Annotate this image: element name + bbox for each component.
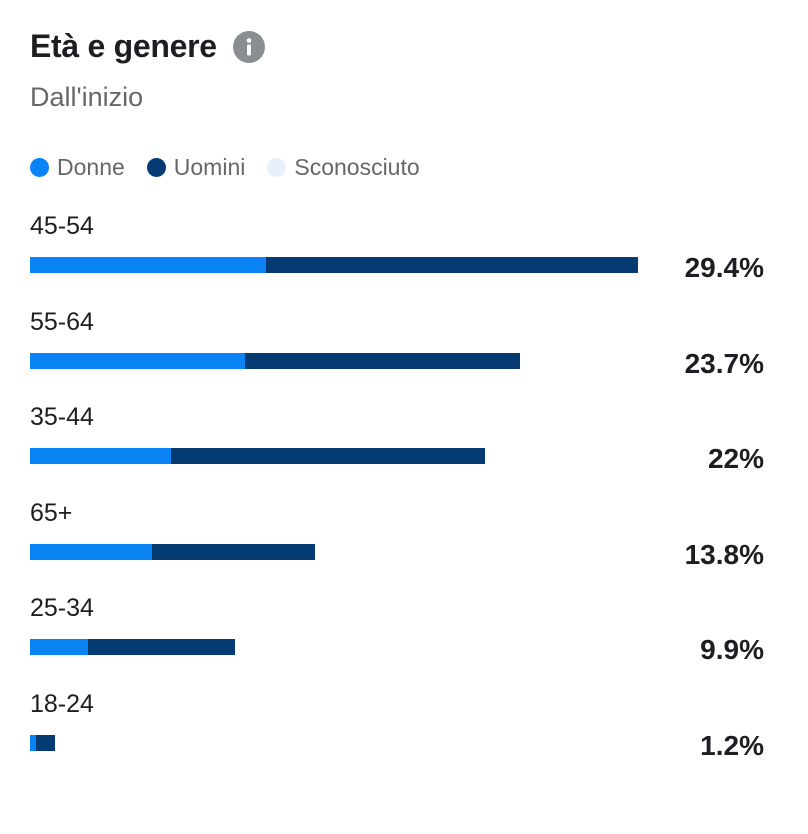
category-label: 65+ [30,499,73,527]
bar-segment-uomini[interactable] [245,353,521,369]
category-label: 18-24 [30,690,94,718]
bar-row-45-54: 45-54 29.4% [0,212,808,302]
bar-segment-uomini[interactable] [36,735,55,751]
bar-row-35-44: 35-44 22% [0,403,808,493]
bar-row-55-64: 55-64 23.7% [0,308,808,398]
info-icon[interactable] [232,30,265,63]
value-label: 1.2% [700,730,764,761]
bar-segment-uomini[interactable] [170,448,485,464]
bar-row-25-34: 25-34 9.9% [0,594,808,684]
legend-swatch [146,158,166,177]
bar-segment-donne[interactable] [30,639,88,655]
chart-subtitle: Dall'inizio [30,82,144,112]
bar-segment-uomini[interactable] [265,257,638,273]
bar-segment-donne[interactable] [30,257,266,273]
legend-item-uomini: Uomini [146,154,246,181]
chart-legend: Donne Uomini Sconosciuto [30,154,442,181]
bar-18-24[interactable] [30,735,55,751]
legend-swatch [30,158,49,177]
value-label: 9.9% [700,634,764,665]
bar-segment-donne[interactable] [30,353,246,369]
category-label: 55-64 [30,308,94,336]
legend-item-donne: Donne [30,154,125,181]
chart-title: Età e genere [30,28,217,64]
bar-55-64[interactable] [30,353,521,369]
bar-segment-donne[interactable] [30,735,37,751]
legend-label: Donne [57,154,125,180]
bar-segment-donne[interactable] [30,544,152,560]
bar-25-34[interactable] [30,639,235,655]
value-label: 13.8% [684,539,764,570]
value-label: 23.7% [684,348,764,379]
legend-swatch [267,158,287,177]
legend-label: Uomini [173,154,246,180]
bar-segment-donne[interactable] [30,448,171,464]
bar-35-44[interactable] [30,448,485,464]
bar-45-54[interactable] [30,257,638,273]
title-row: Età e genere [30,28,265,65]
category-label: 25-34 [30,594,94,622]
category-label: 35-44 [30,403,94,431]
bar-segment-uomini[interactable] [87,639,235,655]
category-label: 45-54 [30,212,94,240]
bar-row-18-24: 18-24 1.2% [0,690,808,780]
value-label: 22% [707,443,764,474]
value-label: 29.4% [684,252,764,283]
bar-segment-uomini[interactable] [152,544,316,560]
legend-label: Sconosciuto [294,154,420,180]
legend-item-sconosciuto: Sconosciuto [267,154,420,181]
bar-65+[interactable] [30,544,316,560]
bar-row-65+: 65+ 13.8% [0,499,808,589]
